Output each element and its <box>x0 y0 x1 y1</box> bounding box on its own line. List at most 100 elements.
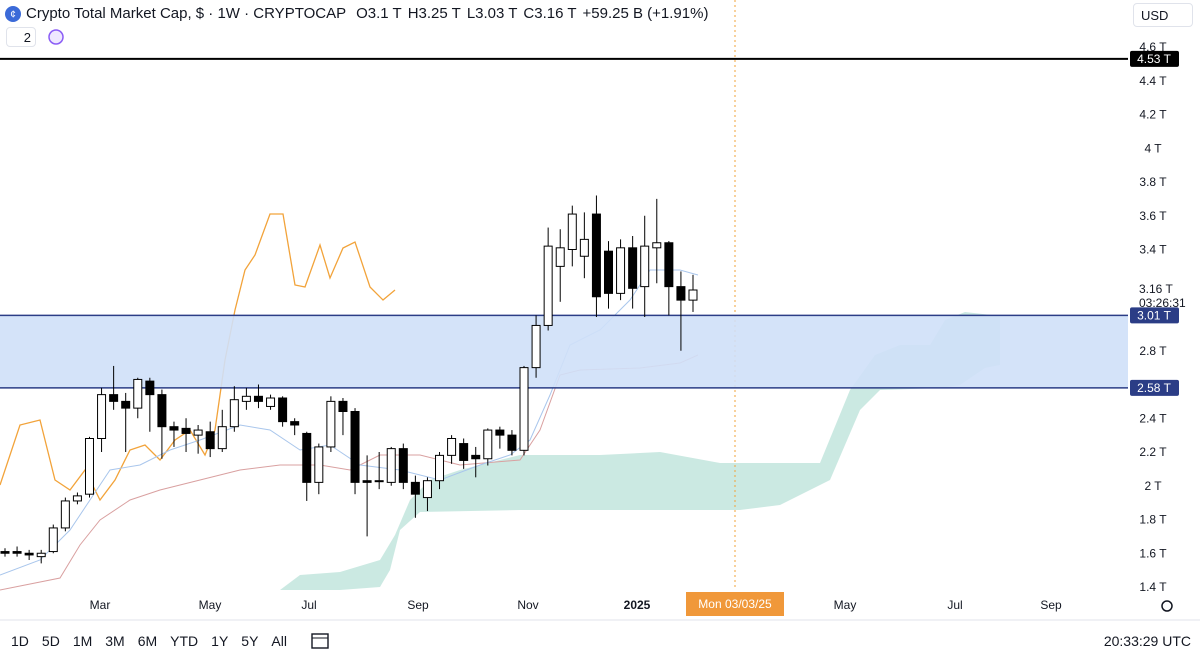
y-tick-label: 2.2 T <box>1139 445 1167 459</box>
clock: 20:33:29 UTC <box>1103 632 1191 649</box>
legend-header: ¢ Crypto Total Market Cap, $ · 1W · CRYP… <box>0 0 708 26</box>
y-tick-label: 4 T <box>1144 141 1162 155</box>
candle-body <box>664 242 674 288</box>
symbol-logo: ¢ <box>5 6 21 22</box>
y-tick-label: 3.6 T <box>1139 209 1167 223</box>
x-tick-label: 2025 <box>624 598 651 612</box>
date-range-icon[interactable] <box>309 631 331 651</box>
candle-body <box>0 551 10 554</box>
candle-body <box>567 213 577 250</box>
candle-body <box>36 552 46 558</box>
ohlc-key: L <box>466 4 476 22</box>
candle-body <box>169 426 179 431</box>
candle-body <box>422 480 432 499</box>
candle-body <box>326 400 336 448</box>
candle-body <box>495 429 505 436</box>
candle-body <box>362 480 372 483</box>
candle-body <box>109 394 119 402</box>
candle-body <box>447 438 457 456</box>
range-button[interactable]: 1D <box>11 632 29 649</box>
x-tick-label: Nov <box>517 598 538 612</box>
range-button[interactable]: 5D <box>41 632 60 649</box>
y-tick-label: 4.2 T <box>1139 108 1167 122</box>
range-button[interactable]: All <box>271 632 287 649</box>
candle-body <box>24 552 34 556</box>
x-tick-label: Mar <box>90 598 111 612</box>
ohlc-value: 3.1 T <box>367 4 402 22</box>
sync-icon[interactable] <box>47 28 65 46</box>
y-tick-label: 3.8 T <box>1139 175 1167 189</box>
candle-body <box>591 213 601 298</box>
candle-body <box>266 397 276 407</box>
x-tick-label: Jul <box>301 598 316 612</box>
ohlc-value: 3.16 T <box>534 4 577 22</box>
x-tick-label: Sep <box>1040 598 1062 612</box>
y-tick-label: 4.4 T <box>1139 74 1167 88</box>
level-badge <box>1130 307 1179 324</box>
y-tick-label: 3.4 T <box>1139 243 1167 257</box>
candle-body <box>688 289 698 301</box>
symbol-title[interactable]: Crypto Total Market Cap, $ · 1W · CRYPTO… <box>26 4 347 22</box>
settings-icon[interactable] <box>1161 600 1173 612</box>
level-label: 3.01 T <box>1137 308 1171 322</box>
candle-body <box>48 527 58 553</box>
ohlc-value: 3.03 T <box>475 4 518 22</box>
candle-body <box>241 395 251 402</box>
candle-body <box>398 448 408 483</box>
indicator-count: 2 <box>23 29 31 45</box>
currency: USD <box>1141 7 1169 23</box>
candle-body <box>193 429 203 436</box>
y-tick-label: 2 T <box>1144 479 1162 493</box>
candle-body <box>229 399 239 428</box>
candle-body <box>12 551 22 554</box>
level-badge <box>1130 50 1179 67</box>
y-tick-label: 2.8 T <box>1139 344 1167 358</box>
range-button[interactable]: 5Y <box>241 632 259 649</box>
candle-body <box>217 426 227 450</box>
last-price-label: 3.16 T <box>1139 282 1173 296</box>
ohlc-value: 3.25 T <box>418 4 461 22</box>
y-tick-label: 1.4 T <box>1139 580 1167 594</box>
bottom-toolbar: 1D 5D 1M 3M 6M YTD 1Y 5Y All 20:33:29 UTC <box>0 624 1200 657</box>
candle-body <box>555 247 565 267</box>
range-button[interactable]: 1M <box>72 632 93 649</box>
lagging-span <box>0 213 396 502</box>
candle-body <box>543 245 553 326</box>
candle-body <box>60 500 70 529</box>
range-button[interactable]: 1Y <box>211 632 229 649</box>
y-tick-label: 4.6 T <box>1139 40 1167 54</box>
y-tick-label: 1.8 T <box>1139 513 1167 527</box>
candle-body <box>531 324 541 369</box>
ohlc-key: H <box>407 4 419 22</box>
range-button[interactable]: YTD <box>170 632 199 649</box>
currency-button[interactable]: USD <box>1133 3 1193 27</box>
candle-body <box>676 286 686 301</box>
x-tick-label: Sep <box>407 598 429 612</box>
ohlc: O3.1 T H3.25 T L3.03 T C3.16 T <box>350 5 576 22</box>
range-button[interactable]: 3M <box>105 632 125 649</box>
candle-body <box>410 481 420 495</box>
candle-body <box>604 250 613 294</box>
level-badge <box>1130 379 1179 396</box>
bar-countdown: 03:26:31 <box>1139 296 1186 310</box>
ohlc-key: O <box>356 4 368 22</box>
candle-body <box>181 427 191 434</box>
indicator-toggle[interactable]: 2 <box>6 27 36 47</box>
candle-body <box>205 431 215 450</box>
candle-body <box>72 495 82 502</box>
chart: 4.6 T 4.4 T 4.2 T 4 T 3.8 T 3.6 T 3.4 T 2.8 T 2.… <box>0 0 1200 621</box>
candle-body <box>133 378 143 409</box>
candle-body <box>145 380 155 396</box>
candle-body <box>435 454 445 482</box>
candle-body <box>628 247 638 289</box>
candle-body <box>519 367 529 451</box>
y-tick-label: 2.4 T <box>1139 411 1167 425</box>
x-tick-label: May <box>199 598 222 612</box>
candle-body <box>471 454 481 460</box>
candle-body <box>314 446 324 483</box>
ohlc-key: C <box>523 4 535 22</box>
range-button[interactable]: 6M <box>137 632 158 649</box>
crosshair-label: Mon 03/03/25 <box>698 597 772 611</box>
candle-body <box>640 245 650 288</box>
